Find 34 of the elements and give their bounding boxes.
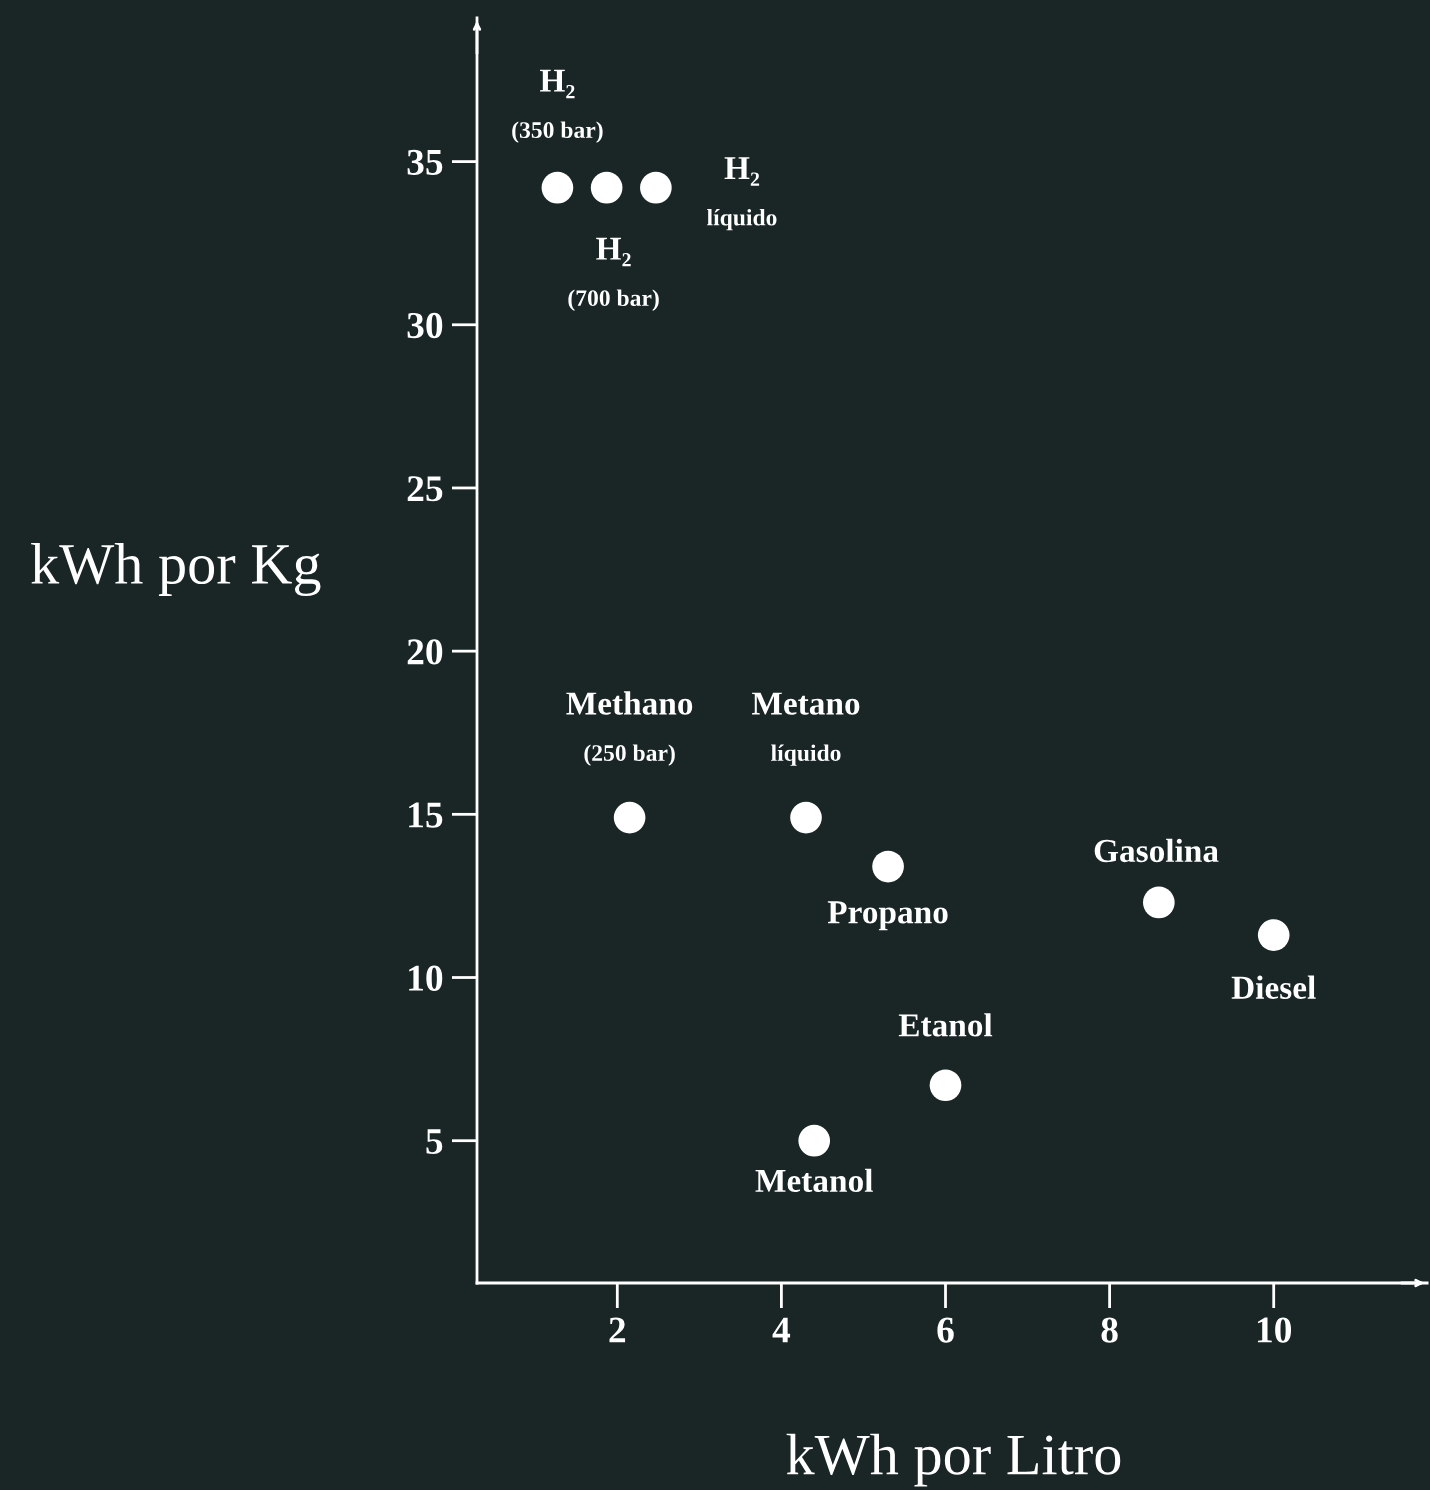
point xyxy=(541,171,574,204)
y-tick-label: 5 xyxy=(426,1129,443,1155)
y-tick-label: 15 xyxy=(409,802,443,828)
annotation: H₂ (350 bar) xyxy=(512,69,603,143)
annotation: Etanol xyxy=(898,1013,993,1037)
y-tick-label: 20 xyxy=(407,639,443,665)
y-tick-label: 25 xyxy=(407,476,443,502)
x-axis-title: kWh por Litro xyxy=(786,1433,1121,1487)
x-tick-label: 10 xyxy=(1257,1317,1292,1343)
x-tick-label: 6 xyxy=(937,1317,954,1343)
y-tick-label: 10 xyxy=(409,965,443,991)
annotation: Diesel xyxy=(1231,975,1316,999)
y-tick-label: 35 xyxy=(407,149,443,175)
point xyxy=(590,171,623,204)
point xyxy=(798,1124,831,1157)
point xyxy=(872,850,904,883)
annotation: Methano (250 bar) xyxy=(566,691,693,766)
x-tick-label: 4 xyxy=(772,1317,791,1343)
annotation: Metanol xyxy=(755,1168,873,1193)
point xyxy=(929,1069,962,1102)
annotation: H₂ (700 bar) xyxy=(568,237,659,311)
annotation: Metano líquido xyxy=(751,692,860,766)
y-axis-title: kWh por Kg xyxy=(31,543,321,597)
annotation: Gasolina xyxy=(1094,838,1219,863)
point xyxy=(1257,919,1290,951)
x-tick-label: 8 xyxy=(1101,1317,1118,1343)
point xyxy=(790,801,822,834)
y-tick-label: 30 xyxy=(407,312,443,339)
point xyxy=(640,171,672,204)
point xyxy=(1143,886,1175,919)
point xyxy=(613,801,646,834)
x-tick-label: 2 xyxy=(609,1317,626,1343)
annotation: H₂ líquido xyxy=(707,157,777,231)
annotation: Propano xyxy=(827,901,948,931)
